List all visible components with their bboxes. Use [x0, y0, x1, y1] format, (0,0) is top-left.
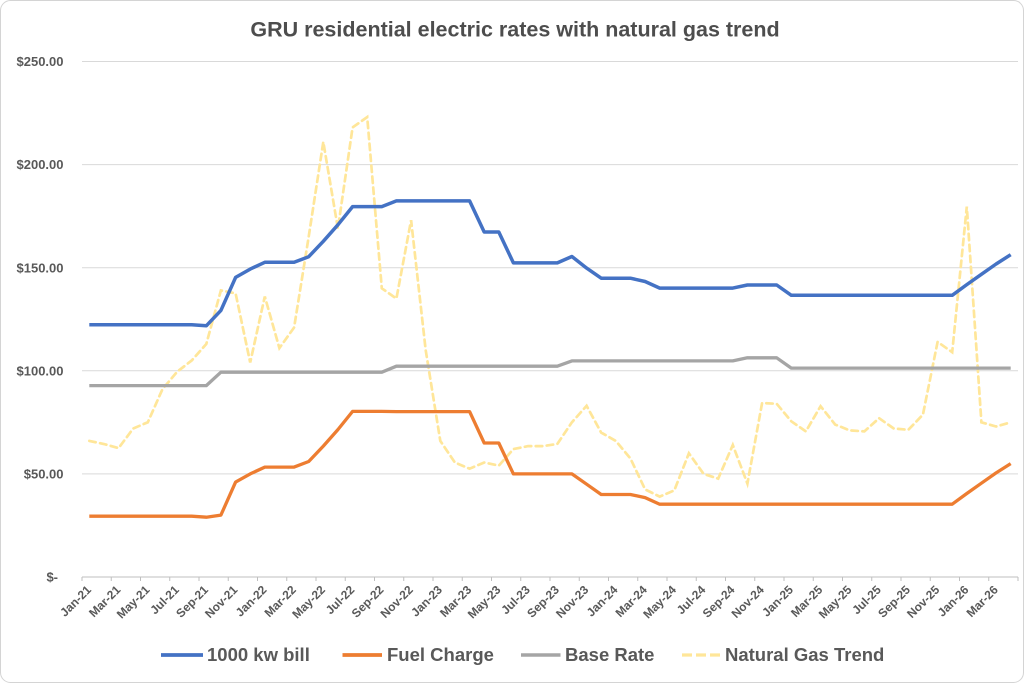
svg-text:Fuel Charge: Fuel Charge: [387, 644, 494, 665]
svg-text:GRU residential electric rates: GRU residential electric rates with natu…: [250, 18, 779, 42]
svg-text:$-: $-: [46, 570, 58, 585]
svg-text:Base Rate: Base Rate: [565, 644, 654, 665]
svg-text:1000 kw bill: 1000 kw bill: [207, 644, 310, 665]
svg-text:$50.00: $50.00: [24, 467, 64, 482]
svg-text:$150.00: $150.00: [17, 260, 64, 275]
svg-text:$250.00: $250.00: [17, 54, 64, 69]
svg-text:$200.00: $200.00: [17, 157, 64, 172]
svg-text:Natural Gas Trend: Natural Gas Trend: [725, 644, 884, 665]
svg-text:$100.00: $100.00: [17, 363, 64, 378]
